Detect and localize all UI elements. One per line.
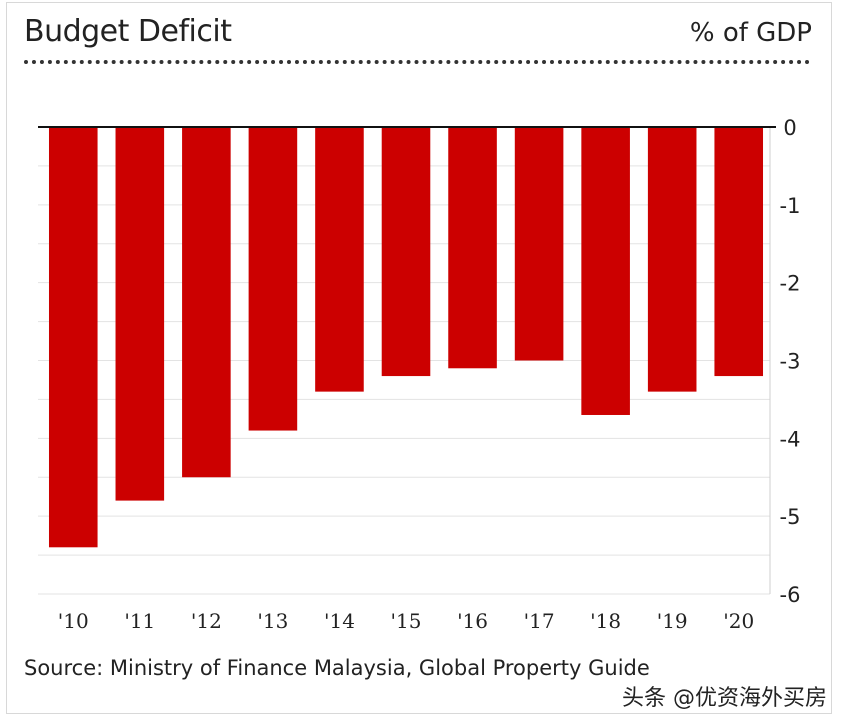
bar-4 bbox=[315, 127, 364, 392]
title-divider bbox=[24, 60, 810, 64]
bar-9 bbox=[647, 127, 697, 392]
x-tick-label: '13 bbox=[257, 609, 288, 633]
chart-frame bbox=[6, 2, 832, 714]
x-tick-label: '12 bbox=[191, 609, 222, 633]
bar-7 bbox=[514, 127, 564, 361]
y-tick-label: -4 bbox=[780, 427, 801, 451]
watermark: 头条 @优资海外买房 bbox=[622, 686, 827, 711]
x-tick-label: '16 bbox=[457, 609, 488, 633]
x-tick-label: '20 bbox=[723, 609, 754, 633]
x-tick-label: '18 bbox=[590, 609, 621, 633]
y-tick-label: 0 bbox=[783, 116, 796, 140]
chart-title: Budget Deficit bbox=[24, 14, 232, 49]
x-tick-label: '15 bbox=[391, 609, 422, 633]
bar-8 bbox=[581, 127, 630, 415]
bar-1 bbox=[115, 127, 165, 501]
x-tick-label: '17 bbox=[524, 609, 555, 633]
bar-6 bbox=[448, 127, 497, 369]
source-note: Source: Ministry of Finance Malaysia, Gl… bbox=[24, 656, 650, 680]
unit-label: % of GDP bbox=[689, 18, 812, 48]
y-tick-label: -3 bbox=[780, 350, 801, 374]
x-tick-label: '11 bbox=[124, 609, 155, 633]
y-tick-label: -6 bbox=[780, 583, 801, 607]
x-tick-label: '19 bbox=[657, 609, 688, 633]
y-tick-label: -2 bbox=[780, 272, 801, 296]
y-tick-label: -1 bbox=[780, 194, 801, 218]
bar-3 bbox=[248, 127, 298, 431]
bar-10 bbox=[714, 127, 764, 377]
x-tick-label: '10 bbox=[58, 609, 89, 633]
bar-2 bbox=[182, 127, 231, 478]
bar-5 bbox=[381, 127, 431, 377]
bar-0 bbox=[48, 127, 98, 548]
y-tick-label: -5 bbox=[780, 505, 801, 529]
x-tick-label: '14 bbox=[324, 609, 355, 633]
